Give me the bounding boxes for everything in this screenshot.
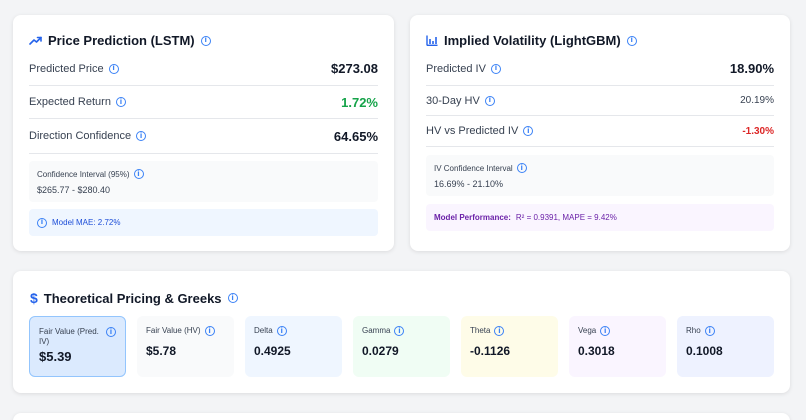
theta-tile: Theta i -0.1126 — [461, 316, 558, 377]
bar-chart-icon — [426, 35, 438, 46]
predicted-price-value: $273.08 — [331, 61, 378, 76]
expected-return-label: Expected Return — [29, 96, 111, 108]
info-icon[interactable]: i — [136, 131, 147, 141]
vega-value: 0.3018 — [578, 344, 615, 358]
fair-value-hv-tile: Fair Value (HV) i $5.78 — [137, 316, 234, 377]
theta-value: -0.1126 — [470, 344, 511, 358]
predicted-iv-value: 18.90% — [729, 61, 774, 76]
hv-vs-predicted-value: -1.30% — [742, 125, 774, 137]
fair-value-pred-iv-tile: Fair Value (Pred. IV) i $5.39 — [29, 316, 126, 377]
info-icon[interactable]: i — [133, 169, 144, 179]
info-icon[interactable]: i — [200, 35, 211, 46]
predicted-price-row: Predicted Price i $273.08 — [29, 52, 378, 86]
fair-value-hv-label: Fair Value (HV) — [146, 326, 201, 335]
info-icon[interactable]: i — [276, 326, 287, 336]
info-icon[interactable]: i — [516, 163, 527, 173]
implied-volatility-card: Implied Volatility (LightGBM) i Predicte… — [410, 15, 790, 251]
fair-value-pred-iv-value: $5.39 — [39, 349, 72, 364]
trending-up-icon — [29, 36, 42, 45]
gamma-value: 0.0279 — [362, 344, 399, 358]
gamma-label: Gamma — [362, 326, 391, 335]
price-card-header: Price Prediction (LSTM) i — [29, 33, 211, 48]
confidence-interval-value: $265.77 - $280.40 — [37, 185, 111, 195]
rho-label: Rho — [686, 326, 701, 335]
model-mae-note: i Model MAE: 2.72% — [29, 209, 378, 236]
greeks-card-header: $ Theoretical Pricing & Greeks i — [30, 290, 238, 306]
iv-card-header: Implied Volatility (LightGBM) i — [426, 33, 637, 48]
predicted-iv-row: Predicted IV i 18.90% — [426, 52, 774, 86]
price-prediction-card: Price Prediction (LSTM) i Predicted Pric… — [13, 15, 394, 251]
info-icon[interactable]: i — [494, 326, 505, 336]
info-icon[interactable]: i — [490, 63, 501, 74]
info-icon[interactable]: i — [115, 97, 126, 107]
iv-confidence-interval-label: IV Confidence Interval — [434, 163, 513, 173]
info-icon[interactable]: i — [626, 35, 637, 46]
rho-value: 0.1008 — [686, 344, 723, 358]
delta-value: 0.4925 — [254, 344, 291, 358]
direction-confidence-row: Direction Confidence i 64.65% — [29, 119, 378, 153]
gamma-tile: Gamma i 0.0279 — [353, 316, 450, 377]
dollar-icon: $ — [30, 290, 38, 306]
predicted-price-label: Predicted Price — [29, 62, 104, 75]
info-icon: i — [37, 217, 47, 228]
rho-tile: Rho i 0.1008 — [677, 316, 774, 377]
info-icon[interactable]: i — [227, 293, 238, 303]
expected-return-value: 1.72% — [341, 94, 378, 110]
info-icon[interactable]: i — [394, 326, 405, 336]
predicted-iv-label: Predicted IV — [426, 62, 486, 75]
iv-confidence-interval-value: 16.69% - 21.10% — [434, 179, 504, 189]
theta-label: Theta — [470, 326, 491, 335]
hv-30-day-label: 30-Day HV — [426, 94, 480, 107]
model-performance-value: R² = 0.9391, MAPE = 9.42% — [515, 213, 617, 222]
info-icon[interactable]: i — [106, 327, 116, 337]
delta-tile: Delta i 0.4925 — [245, 316, 342, 377]
confidence-interval-box: Confidence Interval (95%) i $265.77 - $28… — [29, 161, 378, 202]
info-icon[interactable]: i — [704, 326, 715, 336]
info-icon[interactable]: i — [204, 326, 215, 336]
next-card — [13, 413, 790, 420]
expected-return-row: Expected Return i 1.72% — [29, 86, 378, 119]
info-icon[interactable]: i — [600, 326, 611, 336]
info-icon[interactable]: i — [108, 63, 119, 74]
delta-label: Delta — [254, 326, 273, 335]
model-performance-note: Model Performance: R² = 0.9391, MAPE = 9… — [426, 204, 774, 231]
confidence-interval-label: Confidence Interval (95%) — [37, 169, 130, 179]
fair-value-pred-iv-label: Fair Value (Pred. IV) — [39, 327, 99, 346]
iv-card-title: Implied Volatility (LightGBM) — [444, 33, 621, 48]
iv-confidence-interval-box: IV Confidence Interval i 16.69% - 21.10% — [426, 155, 774, 196]
price-card-title: Price Prediction (LSTM) — [48, 33, 195, 48]
direction-confidence-value: 64.65% — [333, 128, 378, 144]
hv-30-day-row: 30-Day HV i 20.19% — [426, 86, 774, 116]
info-icon[interactable]: i — [484, 95, 495, 106]
direction-confidence-label: Direction Confidence — [29, 130, 132, 142]
fair-value-hv-value: $5.78 — [146, 344, 177, 358]
hv-30-day-value: 20.19% — [740, 95, 774, 106]
model-performance-label: Model Performance: — [434, 213, 511, 222]
divider — [29, 153, 378, 154]
hv-vs-predicted-label: HV vs Predicted IV — [426, 125, 519, 137]
hv-vs-predicted-row: HV vs Predicted IV i -1.30% — [426, 116, 774, 147]
vega-label: Vega — [578, 326, 597, 335]
vega-tile: Vega i 0.3018 — [569, 316, 666, 377]
greeks-card-title: Theoretical Pricing & Greeks — [43, 290, 222, 306]
info-icon[interactable]: i — [523, 126, 534, 136]
model-mae-text: Model MAE: 2.72% — [52, 218, 121, 227]
